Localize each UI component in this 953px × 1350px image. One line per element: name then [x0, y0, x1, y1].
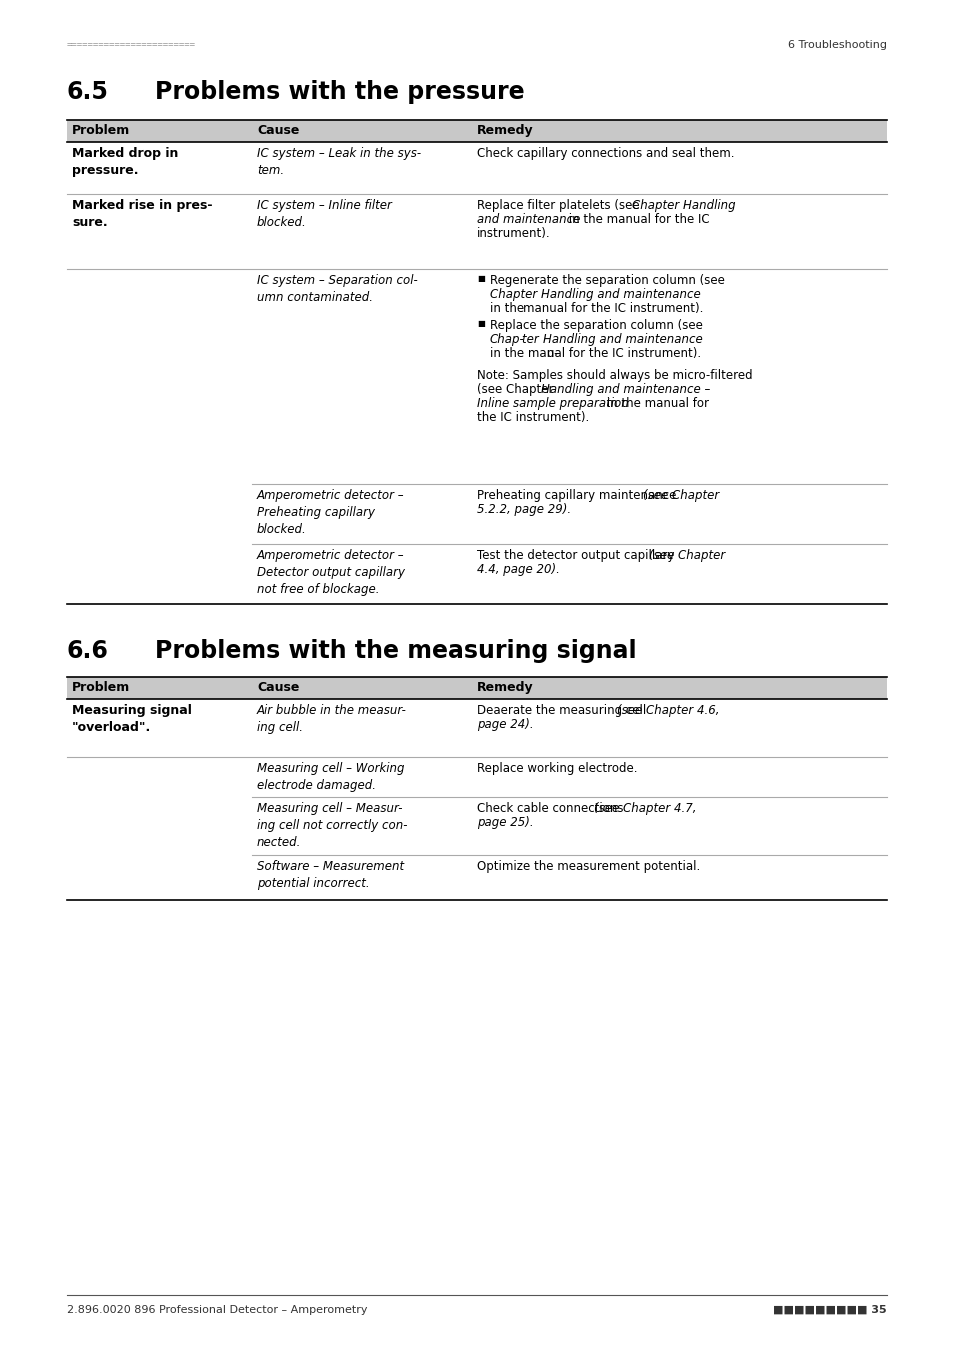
Text: 4.4, page 20).: 4.4, page 20).: [476, 563, 559, 576]
Text: Check cable connections: Check cable connections: [476, 802, 626, 815]
Text: 6.5: 6.5: [67, 80, 109, 104]
Text: Measuring cell – Measur-
ing cell not correctly con-
nected.: Measuring cell – Measur- ing cell not co…: [256, 802, 407, 849]
Text: Note: Samples should always be micro-filtered: Note: Samples should always be micro-fil…: [476, 369, 752, 382]
Text: Cause: Cause: [256, 124, 299, 136]
Text: and maintenance: and maintenance: [476, 213, 579, 225]
Text: Cause: Cause: [256, 680, 299, 694]
Text: Amperometric detector –
Detector output capillary
not free of blockage.: Amperometric detector – Detector output …: [256, 549, 405, 595]
FancyBboxPatch shape: [67, 120, 886, 142]
Text: Optimize the measurement potential.: Optimize the measurement potential.: [476, 860, 700, 873]
Text: Software – Measurement
potential incorrect.: Software – Measurement potential incorre…: [256, 860, 404, 890]
Text: Chap-: Chap-: [490, 333, 524, 346]
Text: Chapter Handling: Chapter Handling: [631, 198, 735, 212]
Text: Measuring cell – Working
electrode damaged.: Measuring cell – Working electrode damag…: [256, 761, 404, 792]
Text: 6.6: 6.6: [67, 639, 109, 663]
Text: ■■■■■■■■■ 35: ■■■■■■■■■ 35: [773, 1305, 886, 1315]
Text: Chapter Handling and maintenance: Chapter Handling and maintenance: [490, 288, 700, 301]
Text: in the manual for: in the manual for: [602, 397, 708, 410]
Text: Preheating capillary maintenance: Preheating capillary maintenance: [476, 489, 679, 502]
Text: Remedy: Remedy: [476, 124, 533, 136]
Text: in the man-: in the man-: [490, 347, 558, 360]
Text: the IC instrument).: the IC instrument).: [476, 410, 589, 424]
Text: Inline sample preparation: Inline sample preparation: [476, 397, 628, 410]
Text: IC system – Inline filter
blocked.: IC system – Inline filter blocked.: [256, 198, 392, 230]
Text: (see Chapter: (see Chapter: [648, 549, 724, 562]
Text: (see Chapter: (see Chapter: [476, 383, 557, 396]
Text: 2.896.0020 896 Professional Detector – Amperometry: 2.896.0020 896 Professional Detector – A…: [67, 1305, 367, 1315]
Text: Deaerate the measuring cell: Deaerate the measuring cell: [476, 703, 649, 717]
Text: Problem: Problem: [71, 124, 131, 136]
Text: Replace filter platelets (see: Replace filter platelets (see: [476, 198, 642, 212]
Text: Measuring signal
"overload".: Measuring signal "overload".: [71, 703, 192, 734]
Text: page 24).: page 24).: [476, 718, 533, 730]
Text: (see Chapter 4.7,: (see Chapter 4.7,: [594, 802, 696, 815]
Text: ter: ter: [521, 333, 542, 346]
Text: (see Chapter 4.6,: (see Chapter 4.6,: [617, 703, 719, 717]
Text: Handling and maintenance –: Handling and maintenance –: [540, 383, 710, 396]
Text: Test the detector output capillary: Test the detector output capillary: [476, 549, 678, 562]
Text: Marked drop in
pressure.: Marked drop in pressure.: [71, 147, 178, 177]
Text: Problems with the measuring signal: Problems with the measuring signal: [154, 639, 636, 663]
Text: Handling and maintenance: Handling and maintenance: [542, 333, 702, 346]
Text: Check capillary connections and seal them.: Check capillary connections and seal the…: [476, 147, 734, 161]
Text: IC system – Separation col-
umn contaminated.: IC system – Separation col- umn contamin…: [256, 274, 417, 304]
Text: Problems with the pressure: Problems with the pressure: [154, 80, 524, 104]
Text: IC system – Leak in the sys-
tem.: IC system – Leak in the sys- tem.: [256, 147, 420, 177]
Text: in the: in the: [490, 302, 523, 315]
Text: ■: ■: [476, 274, 484, 284]
Text: manual for the IC instrument).: manual for the IC instrument).: [522, 302, 702, 315]
Text: ual for the IC instrument).: ual for the IC instrument).: [546, 347, 700, 360]
Text: Air bubble in the measur-
ing cell.: Air bubble in the measur- ing cell.: [256, 703, 406, 734]
Text: Replace the separation column (see: Replace the separation column (see: [490, 319, 706, 332]
Text: Replace working electrode.: Replace working electrode.: [476, 761, 637, 775]
Text: 5.2.2, page 29).: 5.2.2, page 29).: [476, 504, 571, 516]
Text: in the manual for the IC: in the manual for the IC: [564, 213, 709, 225]
Text: Problem: Problem: [71, 680, 131, 694]
Text: ========================: ========================: [67, 40, 195, 49]
Text: (see Chapter: (see Chapter: [642, 489, 719, 502]
Text: page 25).: page 25).: [476, 815, 533, 829]
Text: 6 Troubleshooting: 6 Troubleshooting: [787, 40, 886, 50]
Text: ■: ■: [476, 319, 484, 328]
Text: Marked rise in pres-
sure.: Marked rise in pres- sure.: [71, 198, 213, 230]
Text: Remedy: Remedy: [476, 680, 533, 694]
Text: instrument).: instrument).: [476, 227, 550, 240]
Text: Regenerate the separation column (see: Regenerate the separation column (see: [490, 274, 724, 288]
Text: Amperometric detector –
Preheating capillary
blocked.: Amperometric detector – Preheating capil…: [256, 489, 404, 536]
FancyBboxPatch shape: [67, 676, 886, 699]
